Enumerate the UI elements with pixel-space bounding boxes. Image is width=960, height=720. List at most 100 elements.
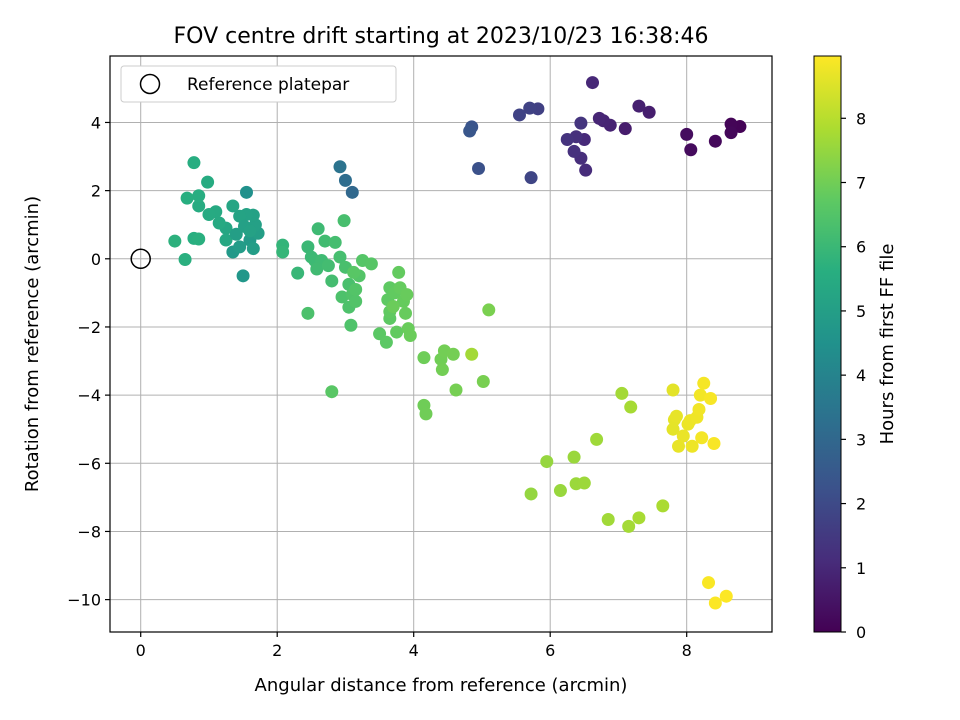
y-tick-label: −6 [77,454,101,473]
data-point [577,476,591,490]
data-point [590,432,604,446]
data-point [579,163,593,177]
data-point [624,400,638,414]
scatter-points [168,76,747,610]
data-point [187,156,201,170]
data-point [592,111,606,125]
data-point [419,407,433,421]
y-axis-ticks: 4 2 0 −2 −4 −6 −8 −10 [67,113,110,610]
data-point [243,224,257,238]
data-point [560,133,574,147]
data-point [672,439,686,453]
data-point [524,487,538,501]
data-point [233,240,247,254]
data-point [349,282,363,296]
legend: Reference platepar [120,65,397,103]
data-point [333,160,347,174]
data-point [465,347,479,361]
data-point [540,455,554,469]
y-tick-label: −10 [67,591,101,610]
data-point [680,127,694,141]
data-point [276,245,290,259]
data-point [684,143,698,157]
colorbar: 0 1 2 3 4 5 6 7 8 Hours from first FF file [813,55,898,642]
data-point [212,216,226,230]
data-point [390,325,404,339]
data-point [325,274,339,288]
data-point [192,189,206,203]
y-tick-label: 2 [91,182,101,201]
reference-marker-layer [130,248,151,270]
y-axis-label: Rotation from reference (arcmin) [22,196,43,492]
colorbar-tick-label: 1 [856,559,866,578]
data-point [685,439,699,453]
data-point [622,519,636,533]
data-point [192,199,206,213]
data-point [399,306,413,320]
colorbar-tick-label: 4 [856,366,866,385]
colorbar-tick-label: 2 [856,495,866,514]
data-point [400,288,414,302]
data-point [669,409,683,423]
data-point [321,259,335,273]
data-point [642,105,656,119]
data-point [344,318,358,332]
data-point [656,499,670,513]
colorbar-tick-label: 8 [856,109,866,128]
data-point [310,262,324,276]
x-tick-label: 4 [409,641,419,660]
data-point [476,374,490,388]
data-point [379,335,393,349]
data-point [512,108,526,122]
colorbar-label: Hours from first FF file [877,244,898,445]
colorbar-tick-label: 5 [856,302,866,321]
y-tick-label: 4 [91,113,101,132]
reference-platepar-marker [130,248,151,270]
data-point [435,363,449,377]
data-point [666,422,680,436]
data-point [586,76,600,90]
chart-title: FOV centre drift starting at 2023/10/23 … [174,24,709,49]
legend-open-circle-marker [139,73,161,95]
colorbar-tick-label: 7 [856,174,866,193]
y-tick-label: 0 [91,250,101,269]
y-tick-label: −2 [77,318,101,337]
data-point [301,306,315,320]
data-point [707,437,721,451]
data-point [697,376,711,390]
data-point [325,385,339,399]
y-tick-label: −8 [77,522,101,541]
data-point [178,252,192,266]
data-point [318,234,332,248]
data-point [632,99,646,113]
data-point [692,402,706,416]
data-point [219,233,233,247]
data-point [574,116,588,130]
x-axis-label: Angular distance from reference (arcmin) [255,675,628,696]
data-point [236,269,250,283]
data-point [180,191,194,205]
data-point [446,347,460,361]
data-point [337,214,351,228]
data-point [403,328,417,342]
data-point [233,209,247,223]
colorbar-gradient [813,55,842,633]
y-tick-label: −4 [77,386,101,405]
x-tick-label: 8 [682,641,692,660]
data-point [704,392,718,406]
data-point [693,388,707,402]
data-point [311,222,325,236]
data-point [345,185,359,199]
data-point [417,351,431,365]
data-point [472,161,486,175]
legend-box [120,65,397,103]
data-point [463,124,477,138]
data-point [192,232,206,246]
data-point [338,173,352,187]
data-point [702,576,716,590]
x-tick-label: 0 [136,641,146,660]
data-point [719,589,733,603]
data-point [392,265,406,279]
data-point [386,300,400,314]
